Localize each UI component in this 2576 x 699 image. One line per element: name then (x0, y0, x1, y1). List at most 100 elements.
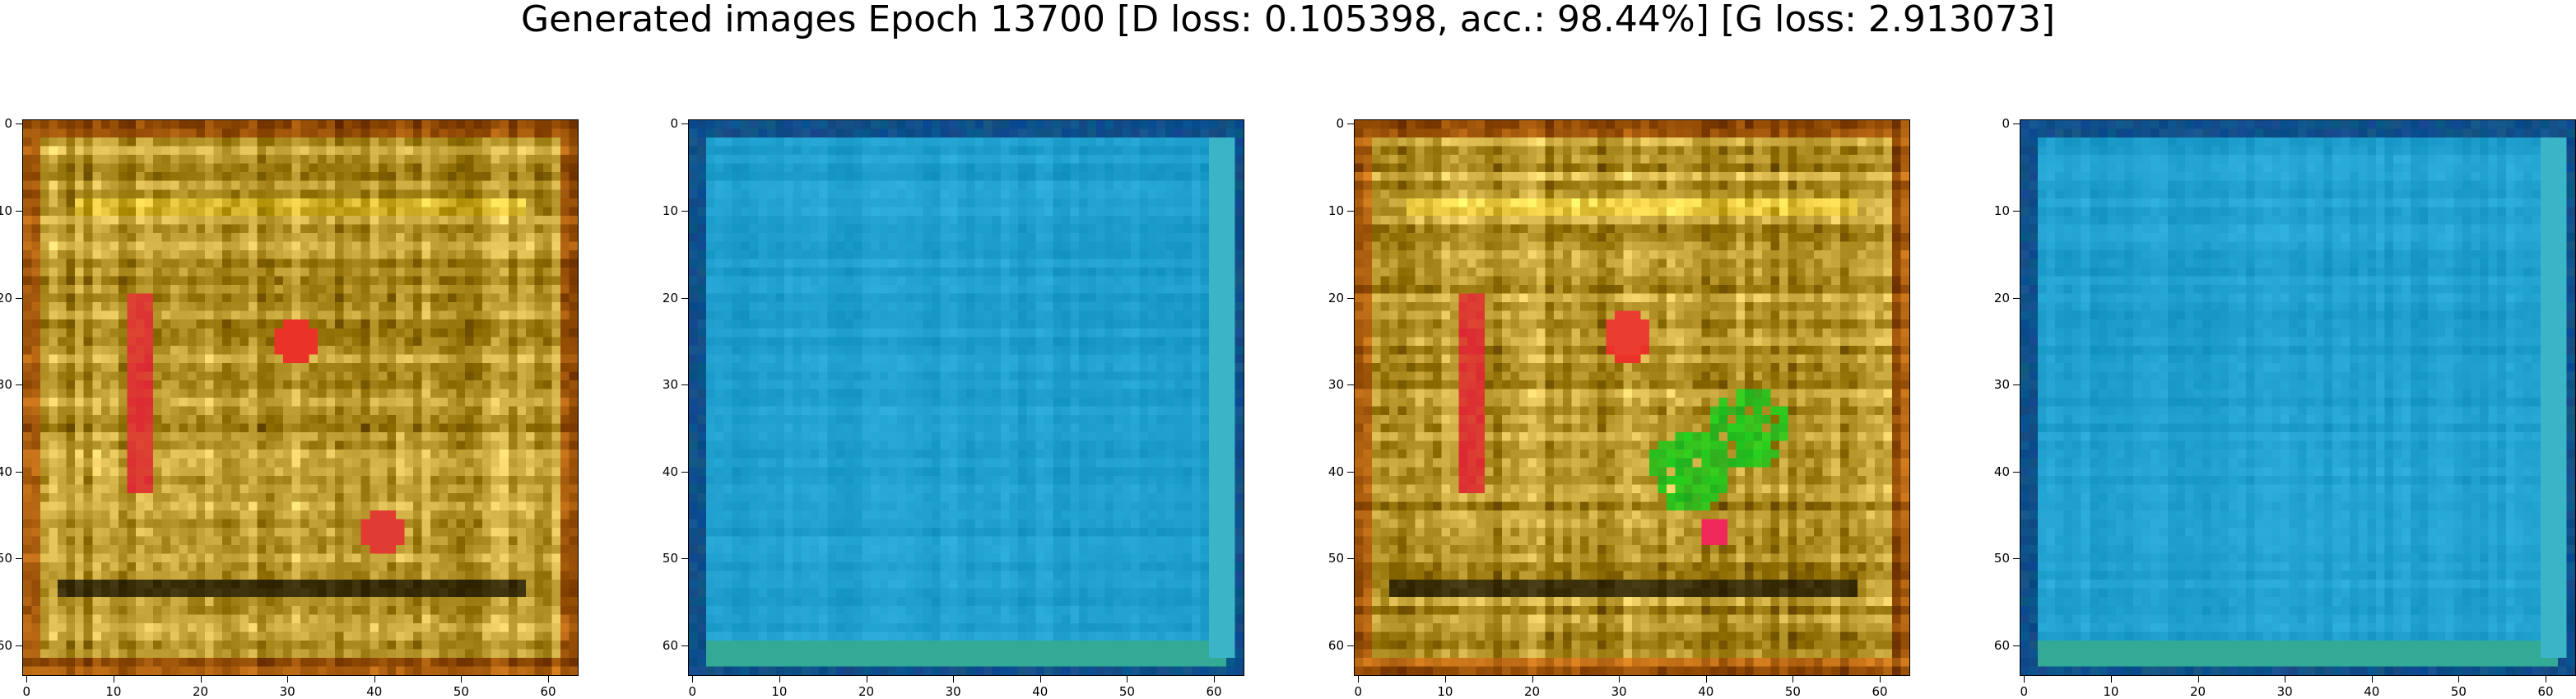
x-tick-mark (1619, 676, 1620, 683)
x-tick-mark (1532, 676, 1533, 683)
y-tick-label: 0 (1311, 116, 1344, 131)
x-tick-mark (287, 676, 288, 683)
y-tick-mark (1347, 123, 1354, 124)
y-tick-label: 10 (645, 203, 678, 218)
y-tick-label: 10 (1977, 203, 2010, 218)
y-tick-label: 20 (645, 291, 678, 305)
x-tick-label: 20 (2182, 684, 2215, 699)
x-tick-label: 10 (2095, 684, 2127, 699)
y-tick-mark (1347, 298, 1354, 299)
x-tick-label: 10 (97, 684, 130, 699)
y-tick-label: 30 (0, 377, 12, 392)
x-tick-label: 10 (1429, 684, 1462, 699)
y-tick-label: 40 (0, 464, 12, 479)
y-tick-mark (2013, 211, 2020, 212)
generated-image (1354, 119, 1910, 676)
y-tick-mark (16, 211, 22, 212)
x-tick-label: 50 (1110, 684, 1143, 699)
x-tick-mark (2111, 676, 2112, 683)
y-tick-mark (2013, 384, 2020, 385)
y-tick-label: 60 (0, 638, 12, 653)
x-tick-mark (2024, 676, 2025, 683)
y-tick-mark (681, 298, 688, 299)
y-tick-mark (16, 298, 22, 299)
y-tick-mark (2013, 472, 2020, 473)
generated-image (688, 119, 1244, 676)
y-tick-mark (681, 384, 688, 385)
generated-image (2020, 119, 2576, 676)
x-tick-mark (779, 676, 780, 683)
x-tick-label: 40 (2355, 684, 2388, 699)
x-tick-mark (1706, 676, 1707, 683)
x-tick-label: 0 (2007, 684, 2040, 699)
x-tick-label: 60 (532, 684, 565, 699)
x-tick-label: 30 (271, 684, 304, 699)
x-tick-mark (548, 676, 549, 683)
x-tick-mark (461, 676, 462, 683)
y-tick-label: 50 (1311, 551, 1344, 566)
x-tick-label: 30 (937, 684, 969, 699)
x-tick-mark (374, 676, 375, 683)
y-tick-label: 30 (1977, 377, 2010, 392)
x-tick-label: 60 (2529, 684, 2562, 699)
figure-title: Generated images Epoch 13700 [D loss: 0.… (0, 0, 2576, 44)
x-tick-label: 20 (1516, 684, 1549, 699)
x-tick-mark (2458, 676, 2459, 683)
y-tick-label: 0 (0, 116, 12, 131)
x-tick-mark (2198, 676, 2199, 683)
y-tick-label: 60 (1311, 638, 1344, 653)
y-tick-label: 30 (1311, 377, 1344, 392)
x-tick-mark (26, 676, 27, 683)
y-tick-label: 10 (0, 203, 12, 218)
x-tick-label: 20 (850, 684, 883, 699)
y-tick-mark (16, 384, 22, 385)
x-tick-label: 0 (10, 684, 43, 699)
x-tick-mark (2372, 676, 2373, 683)
y-tick-mark (681, 558, 688, 559)
y-tick-mark (16, 123, 22, 124)
x-tick-label: 30 (1602, 684, 1635, 699)
y-tick-label: 40 (645, 464, 678, 479)
y-tick-label: 50 (0, 551, 12, 566)
y-tick-mark (1347, 645, 1354, 646)
y-tick-mark (1347, 558, 1354, 559)
x-tick-label: 20 (184, 684, 217, 699)
x-tick-label: 10 (763, 684, 796, 699)
y-tick-mark (2013, 558, 2020, 559)
y-tick-label: 50 (645, 551, 678, 566)
y-tick-label: 20 (0, 291, 12, 305)
x-tick-mark (1214, 676, 1215, 683)
y-tick-label: 50 (1977, 551, 2010, 566)
x-tick-label: 0 (676, 684, 709, 699)
generated-image (22, 119, 579, 676)
x-tick-label: 50 (1776, 684, 1809, 699)
x-tick-mark (1358, 676, 1359, 683)
x-tick-mark (953, 676, 954, 683)
y-tick-mark (1347, 211, 1354, 212)
y-tick-mark (16, 558, 22, 559)
y-tick-label: 10 (1311, 203, 1344, 218)
x-tick-label: 40 (1690, 684, 1723, 699)
x-tick-label: 40 (1024, 684, 1057, 699)
y-tick-mark (681, 211, 688, 212)
y-tick-mark (1347, 472, 1354, 473)
y-tick-label: 40 (1977, 464, 2010, 479)
y-tick-label: 60 (1977, 638, 2010, 653)
x-tick-mark (1880, 676, 1881, 683)
y-tick-mark (16, 645, 22, 646)
y-tick-mark (1347, 384, 1354, 385)
y-tick-label: 60 (645, 638, 678, 653)
y-tick-label: 20 (1977, 291, 2010, 305)
x-tick-label: 0 (1341, 684, 1374, 699)
y-tick-label: 20 (1311, 291, 1344, 305)
y-tick-mark (2013, 123, 2020, 124)
y-tick-label: 40 (1311, 464, 1344, 479)
y-tick-label: 0 (1977, 116, 2010, 131)
x-tick-label: 50 (2442, 684, 2475, 699)
x-tick-label: 50 (444, 684, 477, 699)
y-tick-mark (681, 472, 688, 473)
